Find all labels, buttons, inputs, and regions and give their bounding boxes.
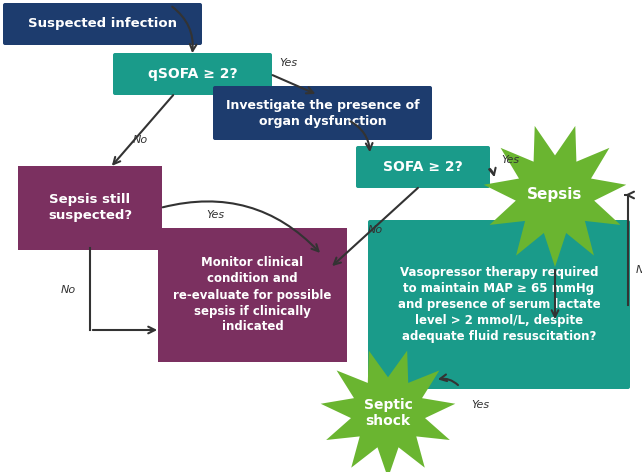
- Text: No: No: [636, 265, 642, 275]
- Text: No: No: [367, 225, 383, 235]
- FancyBboxPatch shape: [3, 3, 202, 45]
- Text: Suspected infection: Suspected infection: [28, 17, 177, 31]
- FancyBboxPatch shape: [113, 53, 272, 95]
- Polygon shape: [321, 351, 455, 472]
- Text: Vasopressor therapy required
to maintain MAP ≥ 65 mmHg
and presence of serum lac: Vasopressor therapy required to maintain…: [397, 266, 600, 343]
- Text: No: No: [60, 285, 76, 295]
- FancyBboxPatch shape: [18, 166, 162, 250]
- Text: Septic
shock: Septic shock: [363, 398, 412, 428]
- Text: Yes: Yes: [501, 155, 519, 165]
- Text: Sepsis still
suspected?: Sepsis still suspected?: [48, 194, 132, 222]
- FancyBboxPatch shape: [356, 146, 490, 188]
- Text: Sepsis: Sepsis: [527, 187, 583, 202]
- Text: qSOFA ≥ 2?: qSOFA ≥ 2?: [148, 67, 238, 81]
- FancyBboxPatch shape: [368, 220, 630, 389]
- FancyBboxPatch shape: [158, 228, 347, 362]
- Text: SOFA ≥ 2?: SOFA ≥ 2?: [383, 160, 463, 174]
- Text: Monitor clinical
condition and
re-evaluate for possible
sepsis if clinically
ind: Monitor clinical condition and re-evalua…: [173, 256, 332, 334]
- Text: Investigate the presence of
organ dysfunction: Investigate the presence of organ dysfun…: [226, 99, 419, 127]
- Text: Yes: Yes: [279, 58, 297, 68]
- Text: Yes: Yes: [471, 400, 489, 410]
- Polygon shape: [483, 126, 626, 267]
- FancyBboxPatch shape: [213, 86, 432, 140]
- Text: Yes: Yes: [206, 210, 224, 220]
- Text: No: No: [132, 135, 148, 145]
